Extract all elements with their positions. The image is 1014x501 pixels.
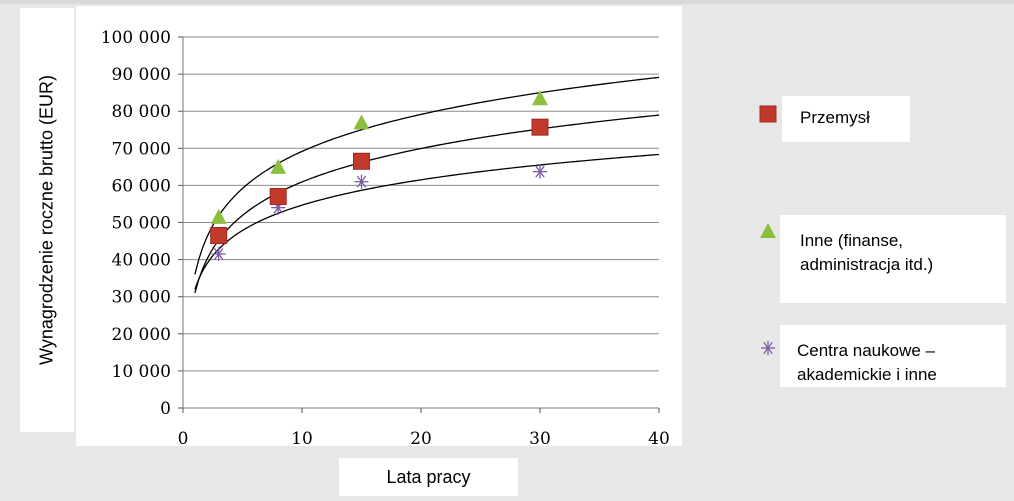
trend-line-series-1	[194, 76, 660, 275]
data-point-triangle	[532, 90, 548, 106]
y-tick-label: 80 000	[112, 102, 171, 122]
legend-marker-triangle	[760, 223, 776, 238]
data-point-triangle	[210, 208, 227, 224]
data-markers	[210, 90, 549, 262]
y-tick-label: 10 000	[112, 362, 171, 382]
y-tick-label: 30 000	[112, 288, 171, 308]
legend-item-inne-box	[780, 215, 1006, 303]
legend-item-przemysl: Przemysł	[800, 108, 870, 127]
legend-marker-asterisk	[761, 341, 775, 355]
data-point-asterisk	[354, 174, 369, 189]
legend-item-inne-line1: Inne (finanse,	[800, 231, 904, 250]
legend-item-centra-line1: Centra naukowe –	[797, 341, 935, 360]
data-point-triangle	[353, 114, 370, 130]
x-tick-label: 30	[529, 429, 551, 449]
data-point-square	[269, 188, 287, 206]
legend-markers	[759, 105, 777, 355]
x-tick-label: 0	[178, 429, 189, 449]
x-axis-label-box	[339, 458, 518, 496]
y-tick-label: 20 000	[112, 325, 171, 345]
data-point-asterisk	[533, 164, 547, 179]
y-tick-label: 70 000	[112, 139, 171, 159]
data-point-square	[531, 118, 549, 136]
y-tick-label: 50 000	[112, 214, 171, 234]
data-point-square	[210, 226, 228, 244]
y-tick-label: 90 000	[112, 65, 171, 85]
data-point-asterisk	[211, 247, 226, 262]
plot-area	[76, 6, 682, 446]
legend-item-przemysl-box	[782, 96, 910, 142]
trend-line-series-2	[194, 153, 660, 290]
legend-item-inne-line2: administracja itd.)	[800, 255, 934, 274]
x-tick-label: 40	[648, 429, 670, 449]
y-tick-label: 40 000	[112, 251, 171, 271]
legend-item-centra-line2: akademickie i inne	[797, 365, 937, 384]
data-point-square	[353, 152, 370, 170]
data-point-triangle	[270, 158, 287, 174]
legend-item-centra-box: Centra naukowe – akademickie i inne	[780, 325, 1006, 387]
y-tick-label: 60 000	[112, 176, 171, 196]
x-axis-label: Lata pracy	[386, 467, 471, 487]
x-tick-label: 10	[291, 429, 313, 449]
y-tick-label: 0	[160, 399, 171, 419]
x-tick-label: 20	[410, 429, 432, 449]
legend-marker-square	[759, 105, 777, 123]
y-axis-label-box	[20, 8, 74, 432]
axes: 0 10 000 20 000 30 000 40 000 50 000 60 000 70 …	[101, 28, 670, 449]
y-tick-label: 100 000	[101, 28, 171, 48]
